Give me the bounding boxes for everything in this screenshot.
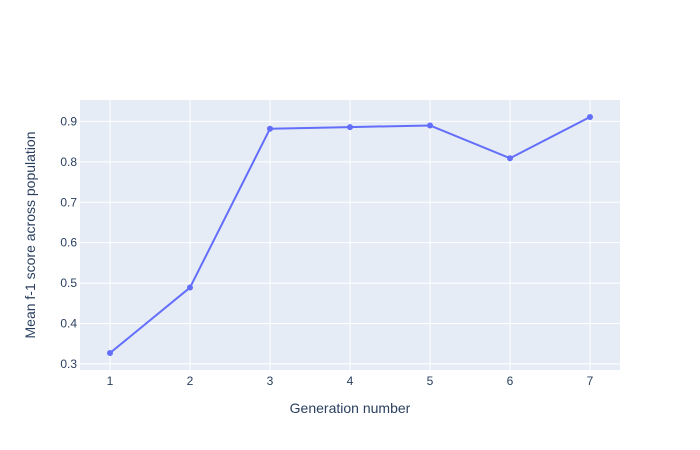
data-point[interactable] — [507, 155, 513, 162]
x-tick-labels: 1 2 3 4 5 6 7 — [107, 374, 594, 388]
x-tick-label: 2 — [187, 374, 194, 388]
y-tick-label: 0.3 — [60, 357, 77, 371]
y-tick-label: 0.8 — [60, 155, 77, 169]
y-tick-label: 0.4 — [60, 317, 77, 331]
x-tick-label: 6 — [507, 374, 514, 388]
y-axis-title: Mean f-1 score across population — [22, 132, 38, 339]
data-point[interactable] — [267, 125, 273, 132]
y-tick-label: 0.7 — [60, 195, 77, 209]
y-gridlines — [80, 120, 620, 365]
data-point[interactable] — [427, 122, 433, 129]
data-point[interactable] — [107, 350, 113, 357]
y-tick-label: 0.5 — [60, 276, 77, 290]
y-tick-labels: 0.3 0.4 0.5 0.6 0.7 0.8 0.9 — [60, 114, 77, 371]
x-gridlines — [109, 100, 591, 370]
data-point[interactable] — [587, 113, 593, 120]
series-layer — [107, 113, 593, 357]
y-tick-label: 0.9 — [60, 114, 77, 128]
x-tick-label: 4 — [347, 374, 354, 388]
x-tick-label: 1 — [107, 374, 114, 388]
data-point[interactable] — [187, 284, 193, 291]
x-axis-title: Generation number — [290, 400, 411, 416]
data-point[interactable] — [347, 124, 353, 131]
x-tick-label: 5 — [427, 374, 434, 388]
x-tick-label: 3 — [267, 374, 274, 388]
x-tick-label: 7 — [587, 374, 594, 388]
y-tick-label: 0.6 — [60, 236, 77, 250]
